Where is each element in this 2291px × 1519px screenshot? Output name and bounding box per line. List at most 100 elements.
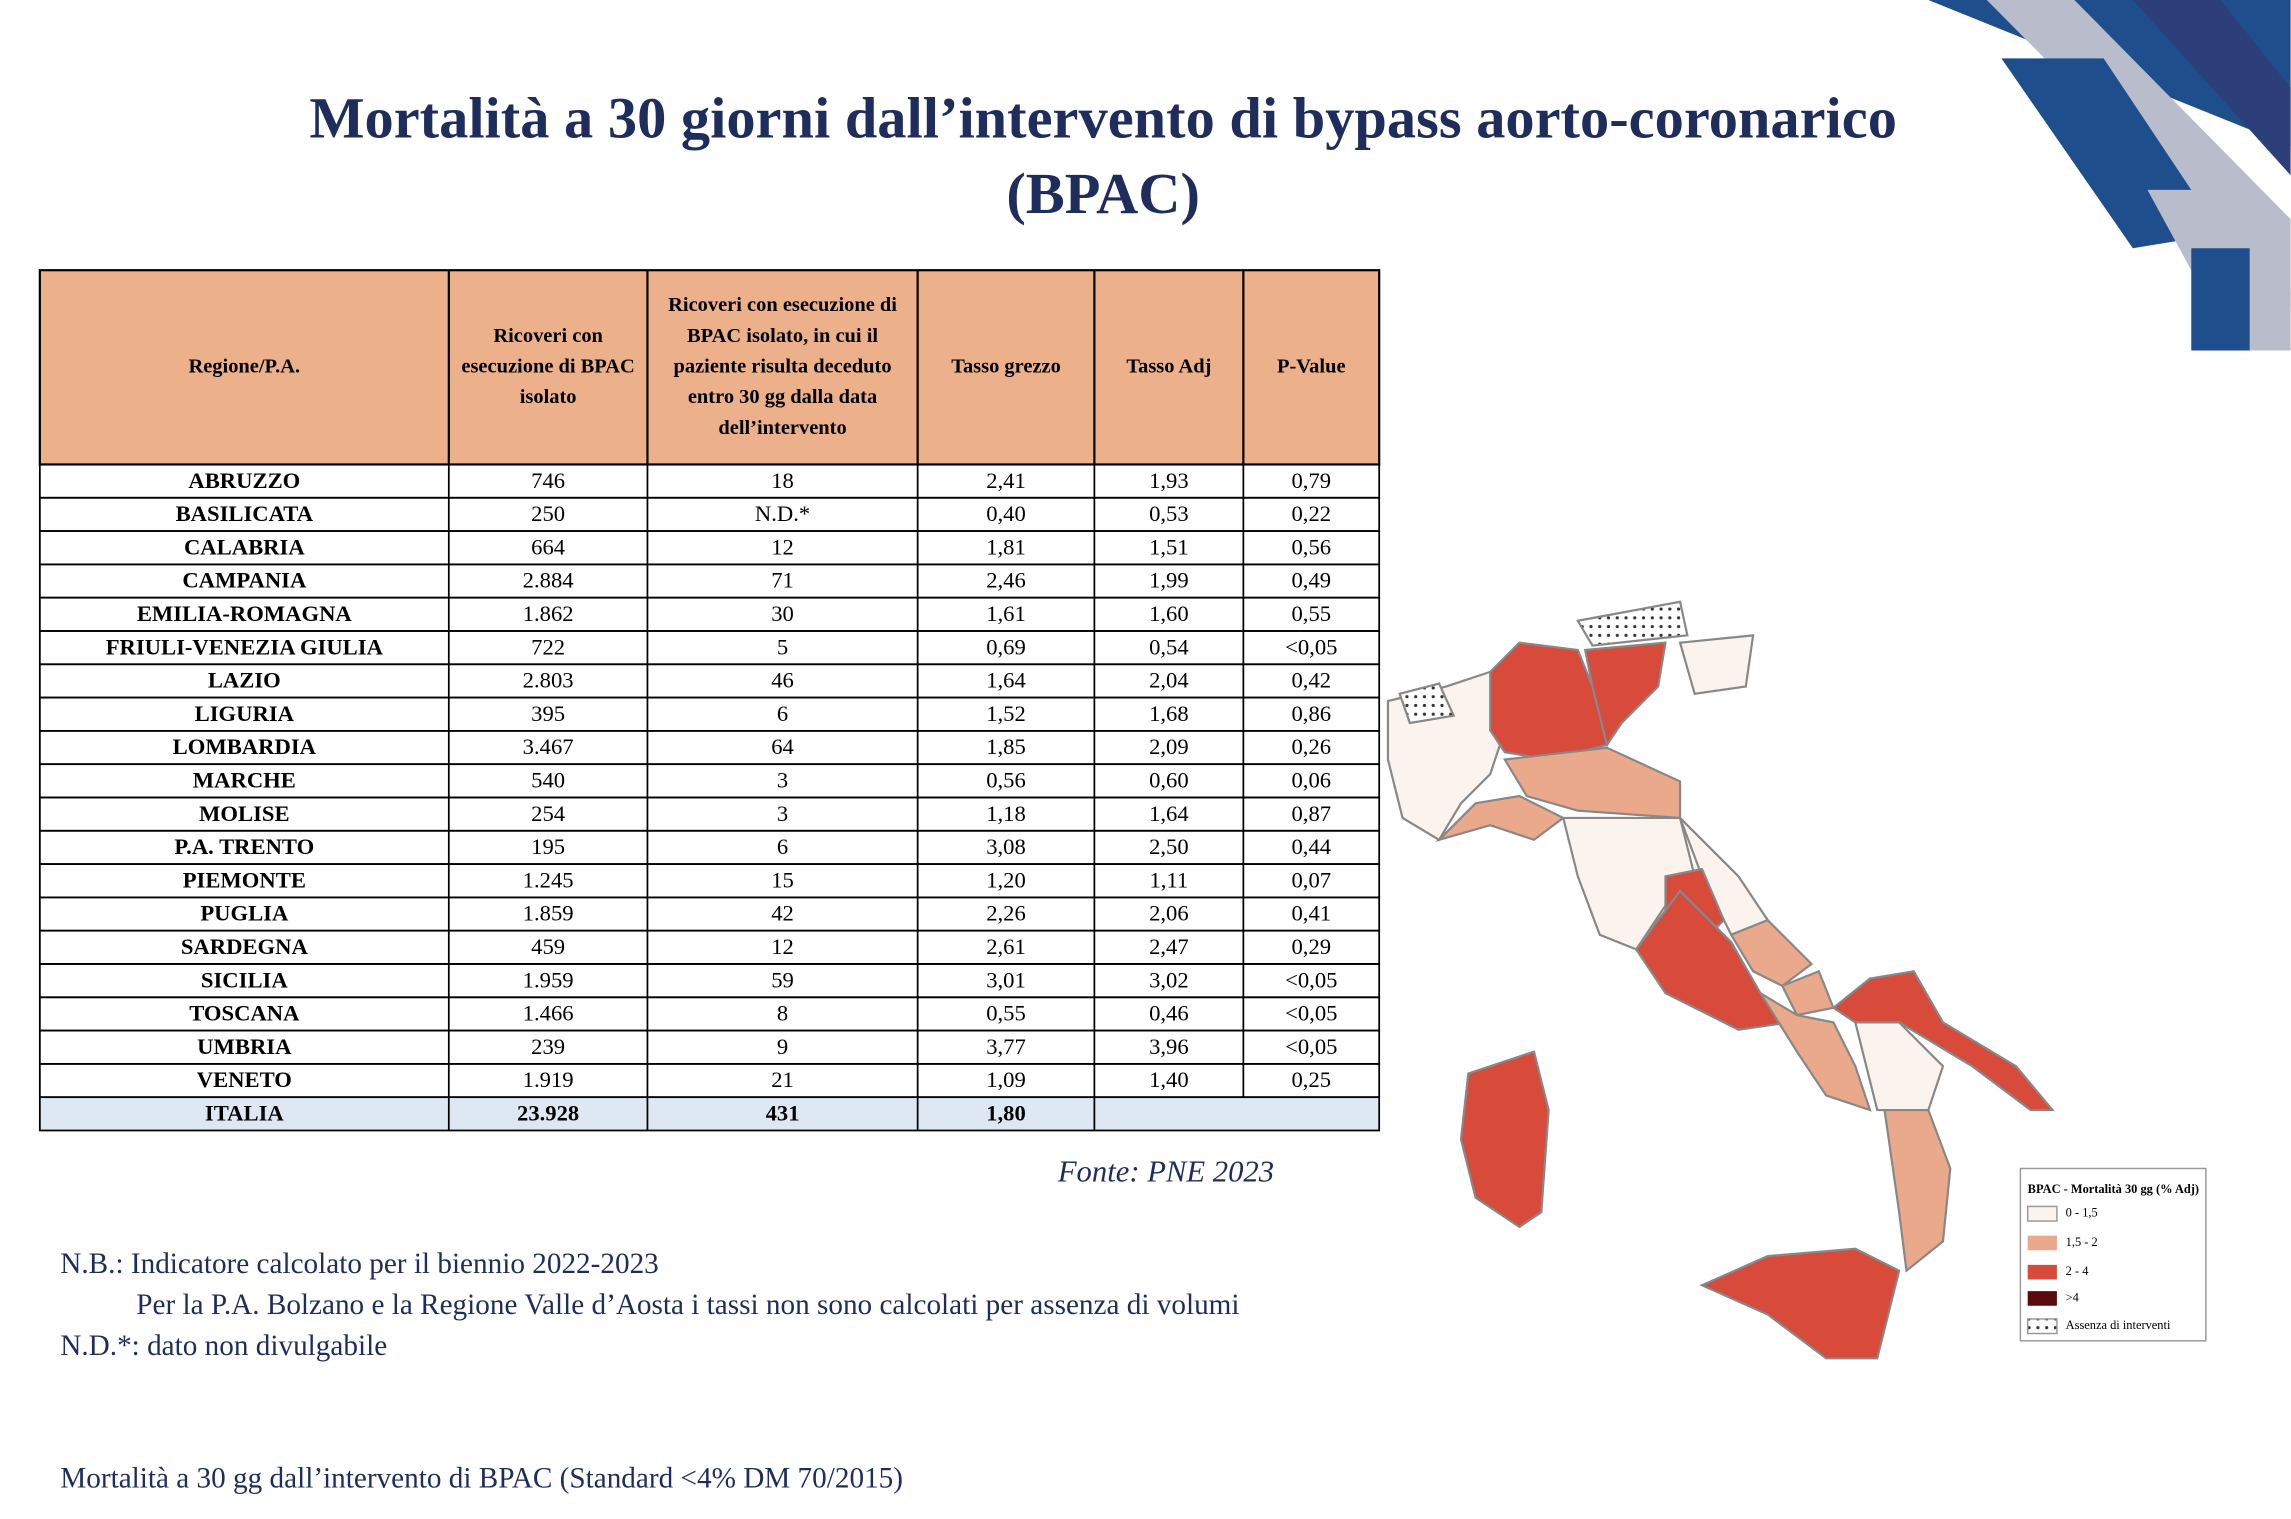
cell: 722 [531,634,565,659]
cell: 2,47 [1149,934,1189,959]
cell: 8 [777,1001,788,1026]
cell: UMBRIA [197,1034,292,1059]
cell: 250 [531,501,565,526]
region [1459,1050,1550,1229]
header-cell: Regione/P.A. [188,356,301,379]
region [1576,600,1689,647]
header-cell: Ricoveri con esecuzione di BPAC isolato [461,325,635,409]
cell: CAMPANIA [182,568,307,593]
cell: 3.467 [523,734,574,759]
table: Regione/P.A. Ricoveri con esecuzione di B… [38,269,1381,1132]
cell: 1.859 [523,901,574,926]
header-cell-box: Tasso grezzo [951,356,1061,379]
cell: 0,86 [1291,701,1331,726]
region [1699,1247,1901,1360]
cell: 1,68 [1149,701,1189,726]
cell: ABRUZZO [188,468,300,493]
region [1759,992,1872,1112]
cell: 0,22 [1291,501,1331,526]
cell: PUGLIA [200,901,289,926]
note: N.D.*: dato non divulgabile [60,1330,387,1362]
cell: 1,09 [986,1067,1026,1092]
cell: 1,61 [986,601,1026,626]
legend-box [2019,1167,2207,1342]
legend-label: >4 [2066,1290,2080,1304]
cell: 3,01 [986,967,1026,992]
legend-label: 1,5 - 2 [2066,1235,2098,1249]
cell: 0,49 [1291,568,1331,593]
cell: 0,60 [1149,767,1189,792]
cell: 1,99 [1149,568,1189,593]
total-cell: 23.928 [517,1100,579,1125]
cell: 2.803 [523,668,574,693]
cell: 1.959 [523,967,574,992]
cell: 30 [771,601,794,626]
cell: EMILIA-ROMAGNA [137,601,353,626]
cell: 239 [531,1034,565,1059]
source: Fonte: PNE 2023 [1057,1154,1274,1188]
legend-title: BPAC - Mortalità 30 gg (% Adj) [2028,1182,2199,1196]
cell: 1,85 [986,734,1026,759]
legend-label: 2 - 4 [2066,1264,2090,1278]
cell: 0,29 [1291,934,1331,959]
cell: 1,20 [986,867,1026,892]
cell: 1,64 [986,668,1026,693]
cell: 12 [771,934,794,959]
cell: 21 [771,1067,794,1092]
cell: 9 [777,1034,788,1059]
cell: MOLISE [199,801,290,826]
header-bg [38,269,1381,466]
cell: <0,05 [1285,634,1337,659]
cell: MARCHE [193,767,296,792]
region [1853,1021,1945,1112]
cell: 1,40 [1149,1067,1189,1092]
cell: 195 [531,834,565,859]
cell: LIGURIA [195,701,295,726]
header-cell: Tasso grezzo [951,356,1061,379]
cell: 64 [771,734,794,759]
cell: LAZIO [208,668,281,693]
region [1583,641,1667,748]
region [1883,1108,1952,1273]
cell: VENETO [197,1067,292,1092]
cell: 5 [777,634,788,659]
cell: 0,06 [1291,767,1331,792]
cell: 0,42 [1291,668,1331,693]
cell: 2,61 [986,934,1026,959]
region [1678,634,1755,695]
legend-swatch [2027,1264,2057,1280]
cell: 6 [777,834,788,859]
row-border [38,1096,1381,1132]
header-cell-box: Ricoveri con esecuzione di BPAC isolato,… [668,295,897,440]
region [1729,918,1814,988]
cell: 0,56 [986,767,1026,792]
cell: 2,09 [1149,734,1189,759]
cell: 1,51 [1149,534,1189,559]
cell: 42 [771,901,794,926]
cell: 0,07 [1291,867,1331,892]
cell: 664 [531,534,565,559]
cell: 2,50 [1149,834,1189,859]
cell: 1,64 [1149,801,1189,826]
cell: 2,06 [1149,901,1189,926]
cell: 12 [771,534,794,559]
total-cell: 1,80 [986,1100,1026,1125]
legend-label: 0 - 1,5 [2066,1206,2098,1220]
note: Per la P.A. Bolzano e la Regione Valle d… [136,1289,1239,1321]
cell: LOMBARDIA [173,734,317,759]
cell: 15 [771,867,794,892]
cell: 0,54 [1149,634,1189,659]
cell: 459 [531,934,565,959]
cell: 254 [531,801,565,826]
cell: 0,44 [1291,834,1331,859]
cell: 0,41 [1291,901,1331,926]
cell: 3 [777,767,788,792]
title: Mortalità a 30 giorni dall’intervento di… [309,84,1897,227]
cell: N.D.* [755,501,810,526]
cell: 0,87 [1291,801,1331,826]
cell: 71 [771,568,794,593]
cell: 1,60 [1149,601,1189,626]
cell: 3,77 [986,1034,1026,1059]
footer: Mortalità a 30 gg dall’intervento di BPA… [60,1463,903,1495]
cell: 3,96 [1149,1034,1189,1059]
